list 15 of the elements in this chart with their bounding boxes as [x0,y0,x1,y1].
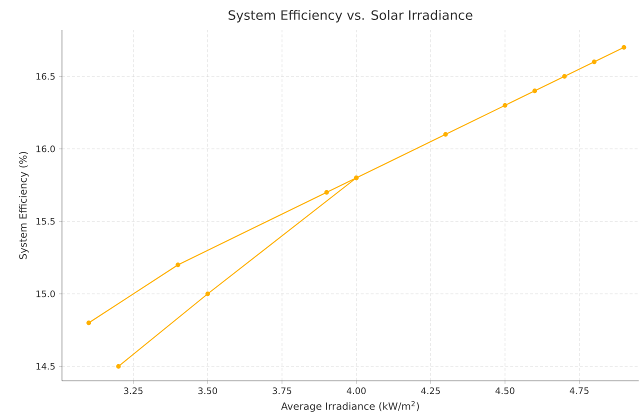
x-tick-label: 4.25 [421,387,440,394]
y-tick-label: 15.5 [36,218,55,225]
y-axis-title: System Efficiency (%) [19,152,29,260]
x-tick-label: 3.50 [198,387,218,394]
y-tick-label: 14.5 [36,362,55,370]
x-tick-label: 3.75 [272,387,292,394]
y-tick-label: 15.0 [36,290,55,298]
x-tick-label: 4.50 [495,387,514,394]
x-axis-title: Average Irradiance (kW/m$^{2}$) [281,400,419,412]
chart-title: System Efficiency vs. Solar Irradiance [228,10,472,22]
y-tick-label: 16.5 [36,72,55,80]
x-tick-label: 4.75 [570,387,589,394]
y-tick-label: 16.0 [36,145,55,152]
x-tick-label: 3.25 [124,387,143,394]
x-tick-label: 4.00 [346,387,366,394]
